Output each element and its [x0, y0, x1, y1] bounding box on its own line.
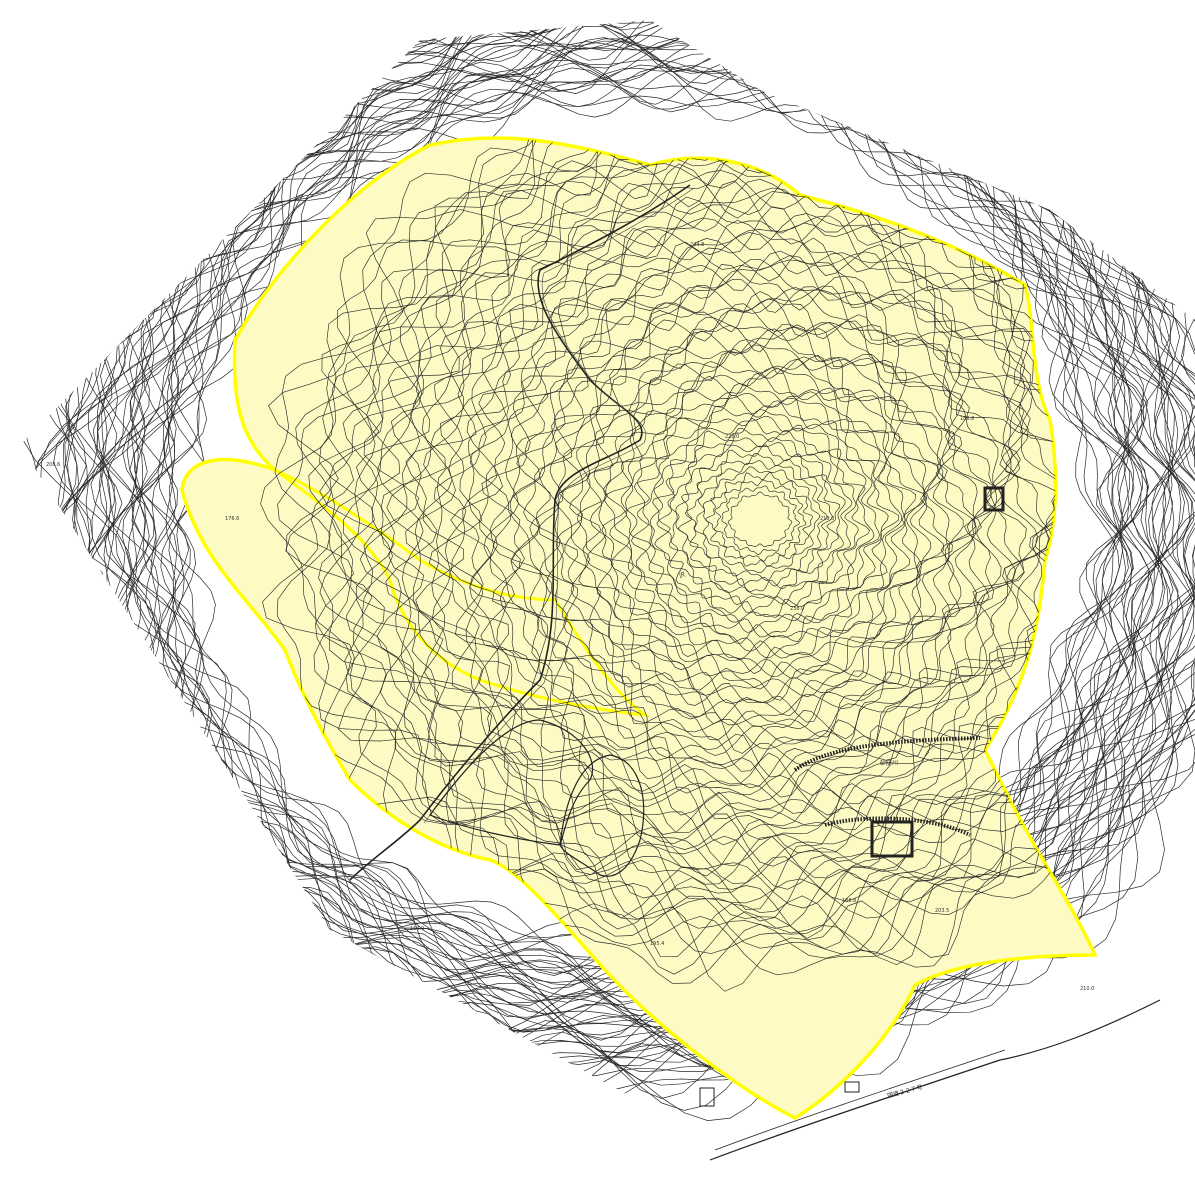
inner-contour	[656, 427, 859, 613]
inner-contour	[555, 324, 976, 717]
inner-contour	[685, 453, 833, 587]
inner-contour	[694, 460, 828, 581]
inner-contour	[468, 238, 1067, 802]
inner-contour	[405, 196, 1095, 846]
trail-path-edge	[423, 187, 695, 824]
inner-contour	[620, 392, 903, 652]
dam-structure	[983, 486, 1005, 512]
spot-height: 243.8	[690, 242, 704, 248]
inner-contour	[714, 479, 807, 562]
inner-contour	[523, 298, 1002, 741]
inner-contour	[601, 367, 927, 674]
inner-contour	[609, 383, 906, 658]
spot-height: 218.0	[820, 516, 834, 522]
spot-height: 164.9	[410, 926, 424, 932]
spot-height: 186.8	[960, 416, 974, 422]
inner-contour	[481, 264, 1027, 778]
inner-contour	[483, 258, 1039, 769]
inner-contour	[630, 400, 889, 638]
inner-contour	[405, 180, 1095, 847]
inner-contour	[380, 163, 1095, 877]
inner-contour	[586, 358, 932, 679]
spot-height: 188.8	[842, 898, 856, 904]
inner-contour	[721, 485, 800, 555]
spot-height: 208.6	[46, 462, 60, 468]
spot-height: 176.6	[225, 516, 239, 522]
inner-contour	[564, 339, 950, 697]
trail-path	[349, 184, 691, 881]
inner-contour	[450, 237, 1061, 796]
sabo-label: 砂防川	[880, 759, 898, 767]
inner-contour	[492, 278, 1025, 772]
spot-height: 195.4	[650, 941, 664, 947]
spot-height: 238.0	[790, 606, 804, 612]
roadside-building-2	[844, 1081, 860, 1093]
inner-contour	[277, 137, 1095, 975]
river-label: 沢	[678, 570, 686, 580]
sabo-dam-wall	[793, 736, 981, 772]
inner-contour	[469, 250, 1055, 798]
spot-height: 203.5	[935, 908, 949, 914]
inner-contour	[412, 187, 1095, 850]
inner-contour	[479, 255, 1051, 789]
inner-contour	[510, 285, 1017, 756]
roadside-building	[699, 1087, 715, 1107]
inner-contour	[569, 344, 953, 701]
inner-contour	[423, 213, 1093, 833]
inner-contour	[702, 466, 821, 574]
spot-heights: 208.6 243.8 228.0 186.8 218.0 238.0 176.…	[46, 242, 1094, 992]
national-road	[709, 999, 1161, 1161]
inner-contour	[727, 491, 793, 547]
inner-contour	[678, 444, 841, 593]
inner-contour	[429, 206, 1088, 820]
national-road-edge	[714, 1049, 1006, 1151]
inner-contour	[589, 367, 926, 677]
inner-contour	[667, 437, 853, 605]
field-left	[429, 719, 594, 846]
inner-contour	[507, 287, 1002, 750]
spot-height: 210.0	[1080, 986, 1094, 992]
facility-building	[870, 820, 914, 858]
inner-contour	[625, 395, 900, 644]
field-right	[559, 754, 645, 877]
inner-contour	[510, 291, 1005, 754]
inner-contour	[538, 323, 982, 725]
study-area-polygon	[180, 136, 1098, 1121]
inner-contour	[539, 317, 978, 726]
spot-height: 228.0	[725, 434, 739, 440]
inner-contour	[649, 415, 875, 623]
inner-contour	[652, 418, 870, 618]
inner-contour	[529, 303, 992, 730]
